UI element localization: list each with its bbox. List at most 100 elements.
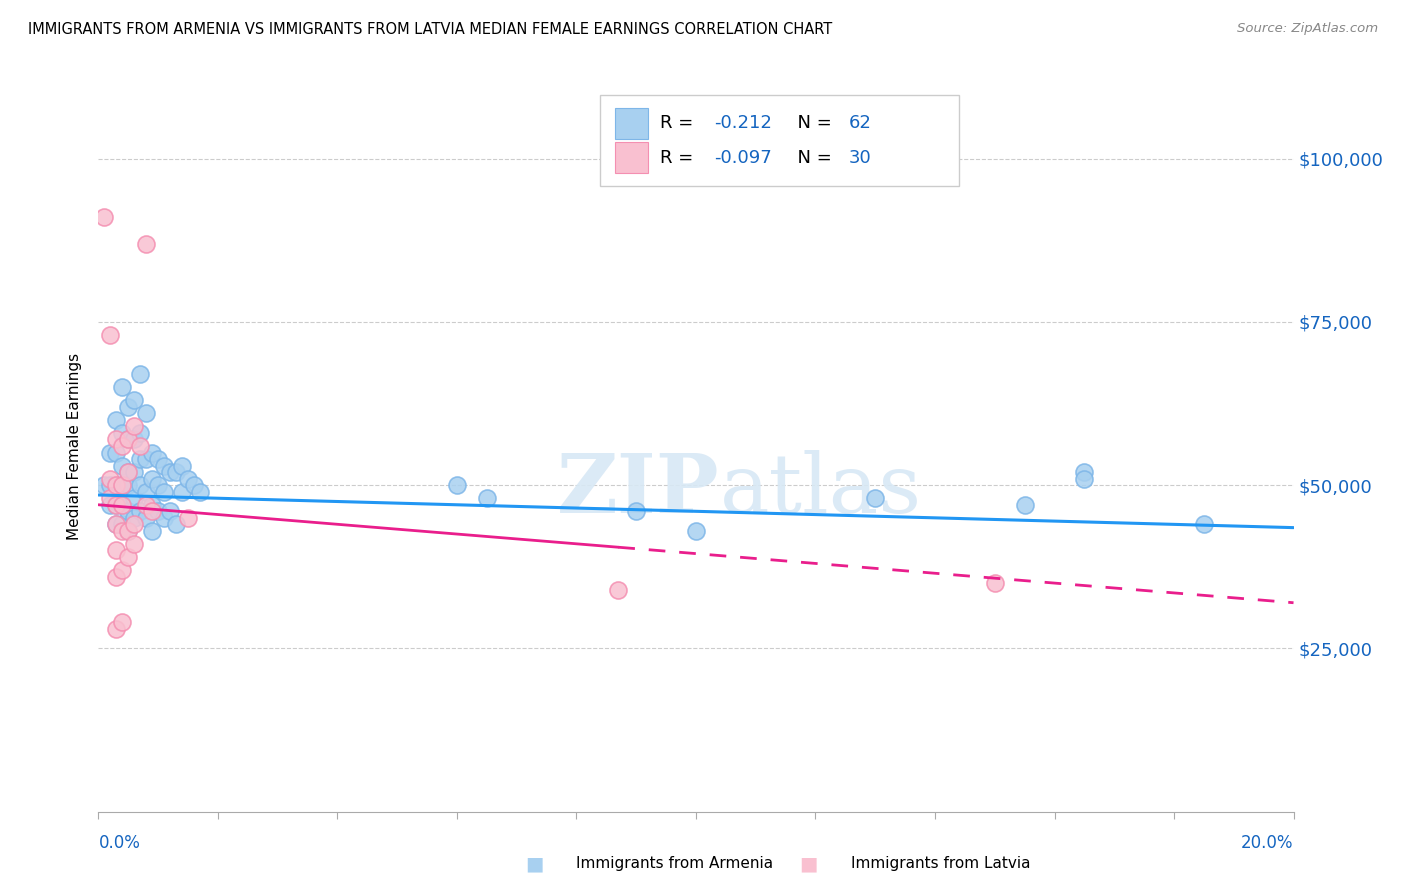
Text: atlas: atlas xyxy=(720,450,922,530)
Point xyxy=(111,615,134,630)
Point xyxy=(105,569,128,583)
Text: 62: 62 xyxy=(849,114,872,132)
Point xyxy=(148,504,170,518)
Point xyxy=(1014,498,1036,512)
Point xyxy=(117,400,139,414)
Point xyxy=(124,537,146,551)
Point xyxy=(165,465,187,479)
Point xyxy=(172,458,194,473)
Point xyxy=(148,452,170,467)
Point xyxy=(111,439,134,453)
Text: ZIP: ZIP xyxy=(557,450,720,530)
Point xyxy=(129,478,152,492)
Point xyxy=(124,419,146,434)
Text: N =: N = xyxy=(786,114,837,132)
Bar xyxy=(614,143,648,173)
Point xyxy=(117,465,139,479)
Y-axis label: Median Female Earnings: Median Female Earnings xyxy=(67,352,83,540)
Point xyxy=(105,478,128,492)
Text: 0.0%: 0.0% xyxy=(98,834,141,852)
Point xyxy=(100,445,122,459)
Point xyxy=(124,433,146,447)
Point xyxy=(105,478,128,492)
Text: ■: ■ xyxy=(799,854,818,873)
Point xyxy=(111,425,134,440)
Point xyxy=(105,517,128,532)
Text: -0.212: -0.212 xyxy=(714,114,772,132)
Point xyxy=(124,511,146,525)
Point xyxy=(129,367,152,381)
Point xyxy=(135,452,157,467)
Point xyxy=(153,458,176,473)
Point xyxy=(100,478,122,492)
Point xyxy=(141,524,163,538)
Point xyxy=(153,484,176,499)
Point xyxy=(475,491,498,506)
Text: Immigrants from Armenia: Immigrants from Armenia xyxy=(576,856,773,871)
Point xyxy=(135,484,157,499)
Point xyxy=(188,484,211,499)
Point xyxy=(105,413,128,427)
Point xyxy=(148,478,170,492)
Point xyxy=(159,504,181,518)
Point xyxy=(177,511,200,525)
Point xyxy=(865,491,887,506)
Text: Source: ZipAtlas.com: Source: ZipAtlas.com xyxy=(1237,22,1378,36)
Point xyxy=(105,445,128,459)
Text: IMMIGRANTS FROM ARMENIA VS IMMIGRANTS FROM LATVIA MEDIAN FEMALE EARNINGS CORRELA: IMMIGRANTS FROM ARMENIA VS IMMIGRANTS FR… xyxy=(28,22,832,37)
Point xyxy=(111,478,134,492)
Point xyxy=(129,504,152,518)
Point xyxy=(117,478,139,492)
Point xyxy=(124,465,146,479)
Point xyxy=(141,504,163,518)
Point xyxy=(685,524,707,538)
Point xyxy=(105,498,128,512)
FancyBboxPatch shape xyxy=(600,95,959,186)
Point xyxy=(141,445,163,459)
Point xyxy=(135,511,157,525)
Point xyxy=(111,524,134,538)
Point xyxy=(93,211,115,225)
Point xyxy=(153,511,176,525)
Point xyxy=(1192,517,1215,532)
Point xyxy=(172,484,194,499)
Point xyxy=(446,478,468,492)
Point xyxy=(111,498,134,512)
Text: N =: N = xyxy=(786,149,837,167)
Point xyxy=(117,504,139,518)
Bar xyxy=(614,108,648,139)
Point xyxy=(124,491,146,506)
Point xyxy=(165,517,187,532)
Point xyxy=(111,478,134,492)
Point xyxy=(111,563,134,577)
Text: -0.097: -0.097 xyxy=(714,149,772,167)
Point xyxy=(135,406,157,420)
Point xyxy=(93,478,115,492)
Point xyxy=(117,549,139,564)
Text: R =: R = xyxy=(661,149,699,167)
Point xyxy=(141,498,163,512)
Point xyxy=(111,517,134,532)
Point xyxy=(159,465,181,479)
Point xyxy=(111,498,134,512)
Point xyxy=(1073,472,1095,486)
Point xyxy=(117,433,139,447)
Text: R =: R = xyxy=(661,114,699,132)
Point xyxy=(129,425,152,440)
Point xyxy=(105,498,128,512)
Point xyxy=(183,478,205,492)
Point xyxy=(124,393,146,408)
Point xyxy=(117,433,139,447)
Point xyxy=(984,576,1007,591)
Point xyxy=(111,380,134,394)
Point xyxy=(105,517,128,532)
Point xyxy=(141,472,163,486)
Point xyxy=(135,498,157,512)
Point xyxy=(105,433,128,447)
Point xyxy=(105,622,128,636)
Text: ■: ■ xyxy=(524,854,544,873)
Point xyxy=(177,472,200,486)
Point xyxy=(105,543,128,558)
Text: 30: 30 xyxy=(849,149,872,167)
Point xyxy=(117,524,139,538)
